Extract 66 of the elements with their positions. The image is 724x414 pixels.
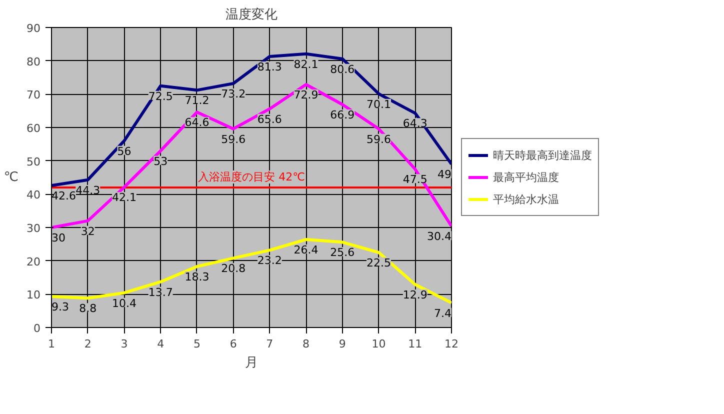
data-label: 64.6 xyxy=(184,116,210,130)
y-tick-label: 20 xyxy=(26,255,41,268)
data-label: 49 xyxy=(438,168,452,182)
y-tick-label: 60 xyxy=(26,122,41,135)
data-label: 59.6 xyxy=(366,132,392,146)
data-label: 25.6 xyxy=(330,246,355,260)
legend-label: 晴天時最高到達温度 xyxy=(493,148,592,162)
data-label: 71.2 xyxy=(184,94,210,108)
x-axis-title: 月 xyxy=(245,356,258,370)
x-tick-label: 2 xyxy=(84,338,92,350)
x-tick-label: 10 xyxy=(372,338,386,350)
data-label: 20.8 xyxy=(221,262,246,276)
x-tick-label: 5 xyxy=(193,338,200,350)
x-tick-label: 7 xyxy=(266,338,274,350)
data-label: 22.5 xyxy=(366,256,392,270)
x-tick-label: 1 xyxy=(48,338,55,350)
y-tick-label: 10 xyxy=(26,288,41,302)
legend-label: 最高平均温度 xyxy=(493,170,559,184)
data-label: 66.9 xyxy=(330,108,355,122)
data-label: 30 xyxy=(52,232,66,244)
data-label: 9.3 xyxy=(52,300,69,314)
data-label: 72.5 xyxy=(148,90,173,103)
data-label: 23.2 xyxy=(257,254,282,268)
y-tick-label: 30 xyxy=(26,222,41,235)
y-tick-label: 70 xyxy=(26,88,41,102)
y-tick-label: 80 xyxy=(26,55,41,68)
data-label: 12.9 xyxy=(402,288,428,302)
chart-title: 温度変化 xyxy=(226,6,278,22)
data-label: 56 xyxy=(117,144,132,158)
data-label: 44.3 xyxy=(76,184,100,197)
data-label: 64.3 xyxy=(402,117,428,130)
data-label: 59.6 xyxy=(221,132,246,146)
y-tick-label: 90 xyxy=(26,22,41,35)
data-label: 82.1 xyxy=(294,58,318,71)
data-label: 65.6 xyxy=(257,112,282,126)
data-label: 26.4 xyxy=(294,244,318,256)
x-tick-label: 11 xyxy=(408,338,422,350)
x-tick-label: 8 xyxy=(302,338,310,350)
x-tick-label: 9 xyxy=(338,338,346,350)
x-tick-label: 4 xyxy=(157,338,164,350)
data-label: 18.3 xyxy=(184,270,210,284)
data-label: 81.3 xyxy=(257,60,282,74)
legend-label: 平均給水水温 xyxy=(493,192,559,206)
data-label: 13.7 xyxy=(148,286,173,299)
ref-line-label: 入浴温度の目安 42℃ xyxy=(198,170,305,184)
line-series xyxy=(52,52,452,187)
data-label: 8.8 xyxy=(79,302,97,316)
y-axis-title: ℃ xyxy=(4,170,19,185)
data-label: 70.1 xyxy=(366,98,392,111)
data-label: 42.6 xyxy=(52,190,76,202)
data-label: 7.4 xyxy=(434,306,452,320)
x-tick-label: 3 xyxy=(120,338,128,350)
data-label: 72.9 xyxy=(294,88,318,102)
data-label: 32 xyxy=(80,224,95,238)
data-label: 73.2 xyxy=(221,88,246,100)
x-tick-label: 12 xyxy=(444,338,458,350)
data-label: 47.5 xyxy=(402,173,428,186)
data-label: 10.4 xyxy=(112,296,136,310)
data-label: 30.4 xyxy=(427,230,452,244)
data-label: 42.1 xyxy=(112,191,136,204)
data-label: 80.6 xyxy=(330,62,355,76)
x-tick-label: 6 xyxy=(230,338,237,350)
y-tick-label: 0 xyxy=(34,322,40,335)
y-tick-label: 40 xyxy=(26,188,41,202)
y-tick-label: 50 xyxy=(26,155,41,168)
data-label: 53 xyxy=(154,154,168,168)
